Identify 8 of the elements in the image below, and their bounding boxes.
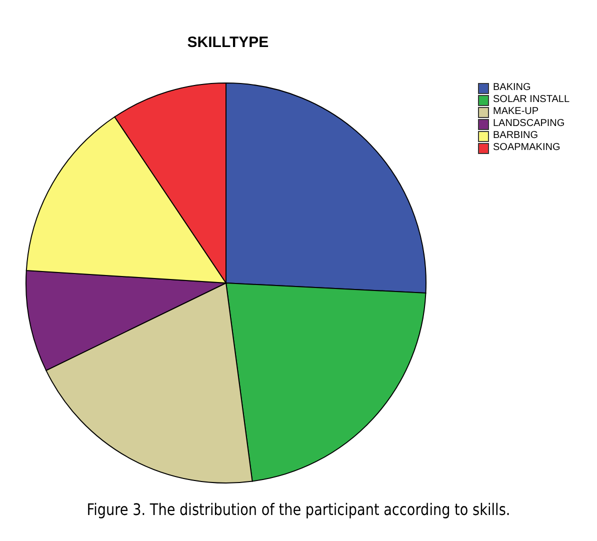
legend-label: LANDSCAPING	[493, 118, 565, 130]
legend-label: BAKING	[493, 82, 531, 94]
chart-title: SKILLTYPE	[186, 34, 270, 51]
legend-label: SOLAR INSTALL	[493, 94, 570, 106]
caption: Figure 3. The distribution of the participant according to skills.	[86, 500, 512, 519]
legend-label: BARBING	[493, 130, 538, 142]
legend-label: MAKE-UP	[493, 106, 539, 118]
legend-label: SOAPMAKING	[493, 142, 560, 154]
